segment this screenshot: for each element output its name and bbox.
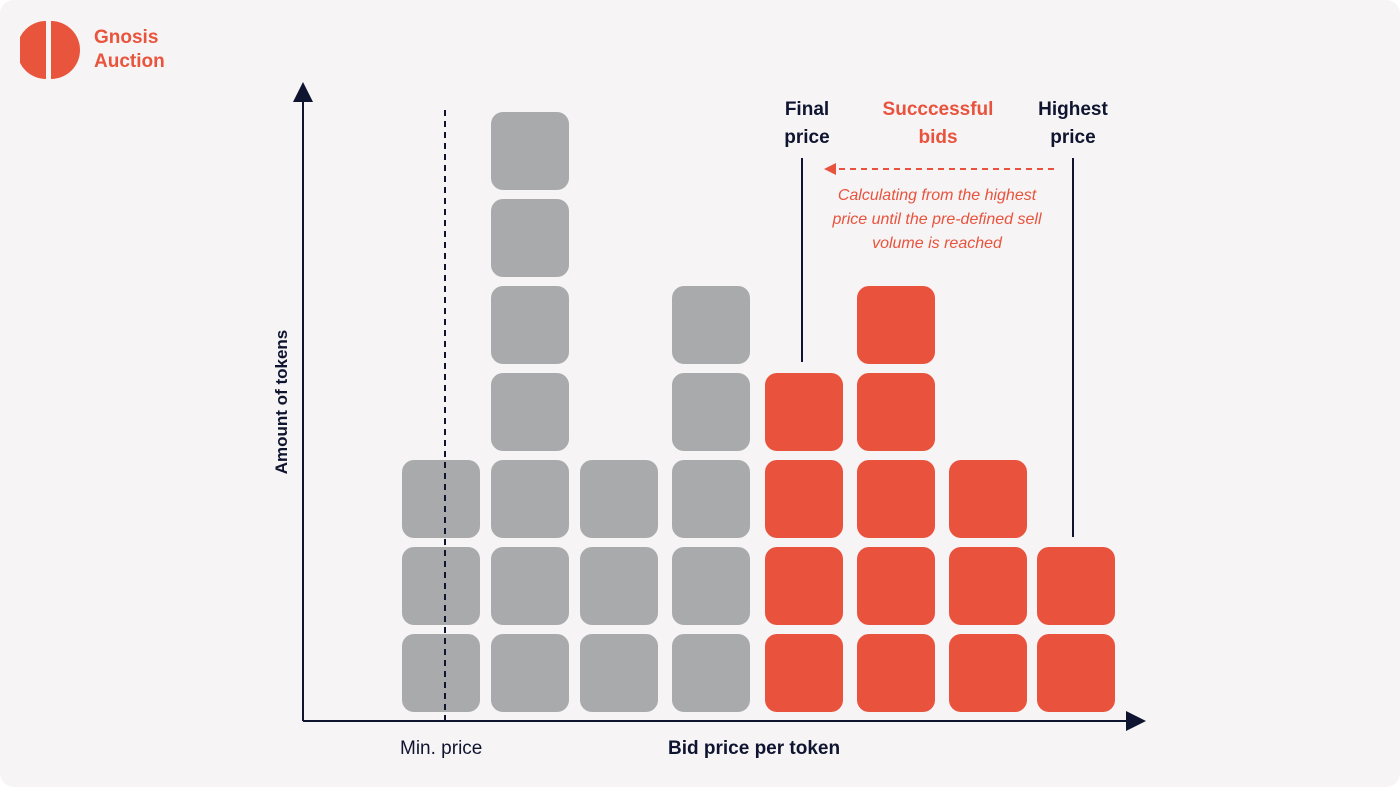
bid-brick-5-2 [765,547,843,625]
bid-brick-6-3 [857,460,935,538]
bid-brick-6-2 [857,547,935,625]
bid-brick-8-2 [1037,547,1115,625]
bid-brick-4-4 [672,373,750,451]
bid-brick-2-1 [491,634,569,712]
bid-brick-3-2 [580,547,658,625]
note-line1: Calculating from the highest [837,187,1037,204]
bid-brick-3-1 [580,634,658,712]
bid-brick-6-5 [857,286,935,364]
highest-price-label: Highest price [1023,96,1123,152]
bid-brick-1-2 [402,547,480,625]
bid-brick-2-5 [491,286,569,364]
min-price-label: Min. price [400,738,483,759]
successful-bids-line1: Succcessful [882,99,994,120]
bid-brick-1-3 [402,460,480,538]
bid-brick-4-1 [672,634,750,712]
bid-brick-3-3 [580,460,658,538]
note-line3: volume is reached [872,235,1002,252]
bid-brick-5-4 [765,373,843,451]
bid-brick-2-6 [491,199,569,277]
arrow-head-icon [824,163,836,175]
bid-brick-4-3 [672,460,750,538]
bid-brick-8-1 [1037,634,1115,712]
bid-brick-2-3 [491,460,569,538]
bid-brick-4-5 [672,286,750,364]
bid-brick-7-3 [949,460,1027,538]
bid-brick-2-2 [491,547,569,625]
highest-price-line2: price [1050,127,1096,148]
y-axis-label: Amount of tokens [272,329,291,475]
final-price-label: Final price [762,96,852,152]
gnosis-logo-icon [20,21,80,79]
bid-brick-4-2 [672,547,750,625]
x-axis-label: Bid price per token [668,738,841,759]
successful-bids-line2: bids [918,127,958,148]
bid-brick-7-1 [949,634,1027,712]
bid-brick-6-1 [857,634,935,712]
bid-brick-7-2 [949,547,1027,625]
bid-brick-5-3 [765,460,843,538]
calculation-note: Calculating from the highest price until… [797,184,1077,256]
successful-bids-label: Succcessful bids [868,96,1008,152]
bid-brick-1-1 [402,634,480,712]
brand-name-line1: Gnosis [94,27,159,48]
bid-brick-5-1 [765,634,843,712]
note-line2: price until the pre-defined sell [832,211,1042,228]
brand-name-line2: Auction [94,51,165,72]
final-price-line1: Final [784,99,830,120]
bid-brick-2-7 [491,112,569,190]
highest-price-line1: Highest [1038,99,1108,120]
bid-brick-2-4 [491,373,569,451]
final-price-line2: price [784,127,830,148]
bid-brick-6-4 [857,373,935,451]
gnosis-auction-logo: Gnosis Auction [20,20,165,80]
